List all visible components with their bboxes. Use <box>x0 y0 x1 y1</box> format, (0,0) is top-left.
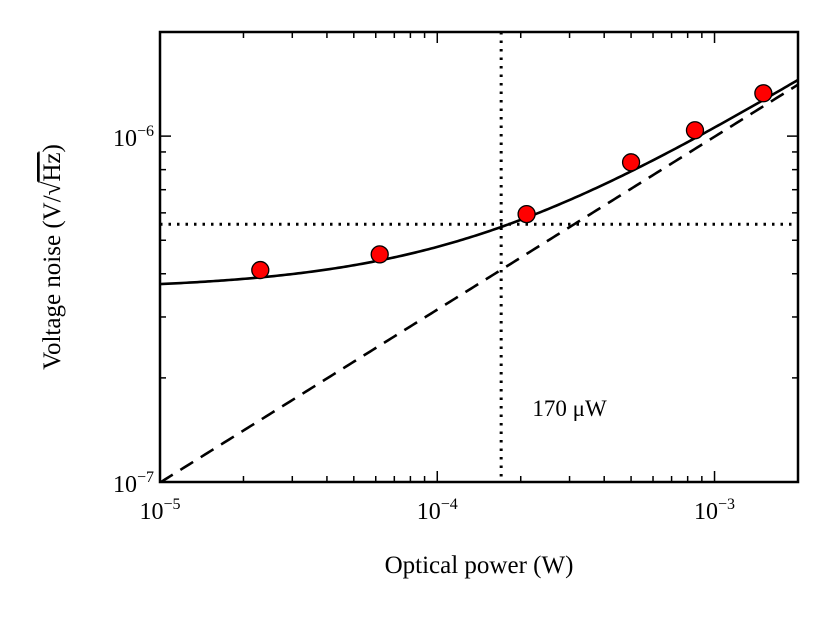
x-tick-label: 10−4 <box>417 496 458 525</box>
x-axis-label: Optical power (W) <box>385 552 574 579</box>
axis-labels: 170 μW 10−5 10−4 10−3 10−7 10−6 Optical power … <box>38 123 735 579</box>
y-axis-label: Voltage noise (V/√Hz) <box>39 144 66 370</box>
y-tick-label: 10−7 <box>113 469 154 498</box>
plot-frame <box>158 30 800 484</box>
total-noise-line <box>160 78 798 286</box>
data-point <box>621 153 641 172</box>
data-point <box>685 121 705 140</box>
data-point <box>517 204 536 224</box>
shot-noise-line <box>160 83 798 482</box>
y-tick-label: 10−6 <box>113 123 154 152</box>
data-point <box>251 260 270 280</box>
axis-ticks <box>159 31 799 483</box>
data-point <box>754 84 773 103</box>
y-axis-label-group: Voltage noise (V/√Hz) <box>38 144 66 370</box>
x-tick-label: 10−5 <box>139 496 180 525</box>
data-point <box>370 245 389 264</box>
plot-area <box>160 32 798 482</box>
x-tick-label: 10−3 <box>694 496 735 525</box>
power-annotation: 170 μW <box>532 396 607 421</box>
